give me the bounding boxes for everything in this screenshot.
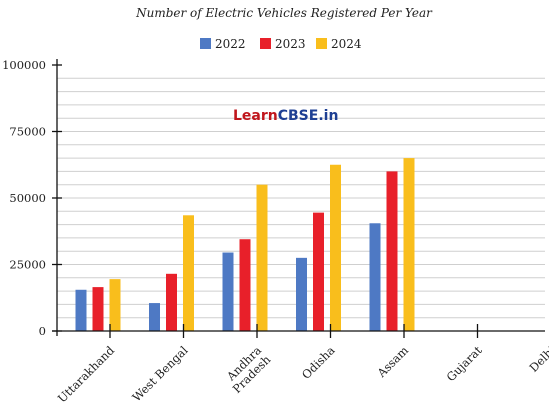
y-axis-ticks: 0 25000 50000 75000 100000: [2, 58, 62, 338]
legend-label-2024: 2024: [331, 37, 362, 51]
y-tick-label: 25000: [9, 258, 46, 272]
x-tick-label: AndhraPradesh: [221, 343, 274, 396]
bar-2023-west-bengal: [166, 273, 177, 331]
y-tick-label: 0: [39, 324, 46, 338]
bar-2022-odisha: [296, 257, 307, 331]
x-tick-label: Odisha: [299, 343, 338, 382]
x-axis-ticks: Uttarakhand West Bengal AndhraPradesh Odish…: [55, 324, 549, 403]
chart-title: Number of Electric Vehicles Registered P…: [135, 6, 433, 20]
bar-2022-uttarakhand: [75, 289, 87, 331]
x-tick-label: Uttarakhand: [55, 343, 118, 403]
bar-2024-uttarakhand: [109, 279, 121, 331]
watermark-logo: LearnCBSE.in: [233, 108, 338, 124]
x-tick-label: Assam: [374, 343, 411, 380]
legend: 2022 2023 2024: [200, 37, 362, 51]
bar-2022-assam: [369, 223, 381, 331]
y-tick-label: 50000: [9, 191, 46, 205]
y-tick-label: 75000: [9, 125, 46, 139]
legend-label-2022: 2022: [215, 37, 246, 51]
legend-swatch-2022: [200, 38, 211, 49]
x-tick-label: Gujarat: [444, 343, 485, 384]
bar-2022-west-bengal: [149, 303, 160, 331]
x-tick-label: West Bengal: [130, 343, 191, 403]
y-tick-label: 100000: [2, 58, 46, 72]
legend-swatch-2024: [316, 38, 327, 49]
bar-2024-odisha: [330, 164, 341, 331]
bar-2023-odisha: [313, 212, 324, 331]
grid-lines: [57, 77, 545, 319]
bar-2023-uttarakhand: [92, 287, 104, 331]
legend-label-2023: 2023: [275, 37, 306, 51]
bar-2024-west-bengal: [183, 215, 194, 331]
bar-2023-andhra-pradesh: [239, 239, 251, 331]
legend-swatch-2023: [260, 38, 271, 49]
bar-2024-assam: [403, 158, 415, 331]
x-tick-label: Delhi: [526, 343, 549, 375]
bars: [75, 158, 415, 331]
bar-2022-andhra-pradesh: [222, 252, 234, 331]
bar-2024-andhra-pradesh: [256, 184, 268, 331]
bar-2023-assam: [386, 171, 398, 331]
